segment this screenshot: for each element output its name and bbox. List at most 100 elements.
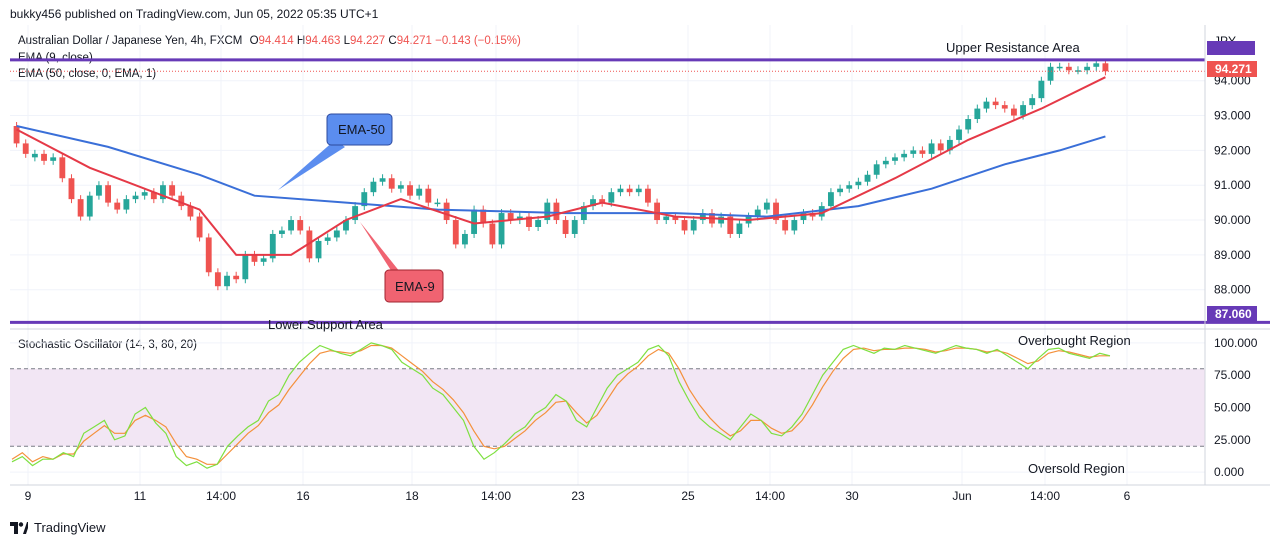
candle-body bbox=[278, 230, 285, 234]
candle-body bbox=[1093, 63, 1100, 67]
candle-body bbox=[956, 129, 962, 140]
candle-body bbox=[1029, 98, 1036, 106]
stochastic-legend[interactable]: Stochastic Oscillator (14, 3, 80, 20) bbox=[18, 339, 197, 351]
tradingview-footer[interactable]: TradingView bbox=[10, 520, 106, 535]
candle-body bbox=[882, 160, 889, 165]
time-tick-label: 16 bbox=[296, 489, 310, 503]
stochastic-axis: 0.000 25.000 50.000 75.000 100.000 bbox=[1214, 336, 1258, 479]
candle-body bbox=[132, 195, 139, 200]
candle-body bbox=[571, 220, 578, 234]
candle-body bbox=[1065, 66, 1072, 71]
candle-body bbox=[397, 185, 404, 189]
last-price-badge bbox=[1207, 61, 1257, 77]
ema9-callout-pointer bbox=[360, 222, 400, 272]
candle-body bbox=[1038, 80, 1045, 99]
candle-body bbox=[370, 181, 377, 193]
candle-body bbox=[361, 192, 368, 207]
symbol-info-row: Australian Dollar / Japanese Yen, 4h, FX… bbox=[18, 35, 521, 47]
candle-body bbox=[626, 188, 633, 193]
candle-body bbox=[480, 209, 487, 224]
open-value: 94.414 bbox=[258, 35, 294, 47]
time-tick-label: 30 bbox=[845, 489, 859, 503]
candle-body bbox=[553, 202, 560, 221]
candle-body bbox=[736, 223, 743, 234]
time-tick-label: 14:00 bbox=[755, 489, 785, 503]
candle-body bbox=[672, 216, 679, 221]
candle-body bbox=[617, 188, 624, 193]
candle-body bbox=[901, 153, 908, 158]
candle-body bbox=[68, 178, 75, 200]
candle-body bbox=[114, 202, 121, 210]
publisher-line: bukky456 published on TradingView.com, J… bbox=[10, 7, 379, 21]
candle-body bbox=[937, 143, 944, 151]
candle-body bbox=[1020, 105, 1027, 116]
candle-body bbox=[205, 237, 212, 273]
candle-body bbox=[443, 202, 450, 221]
stochastic-tick-label: 25.000 bbox=[1214, 433, 1251, 447]
candle-body bbox=[315, 240, 322, 259]
ohlc-values: O94.414 H94.463 L94.227 C94.271 −0.143 (… bbox=[250, 35, 521, 47]
candle-body bbox=[288, 220, 295, 231]
stochastic-d-line bbox=[11, 344, 1110, 465]
candle-body bbox=[1084, 66, 1091, 71]
candle-body bbox=[178, 195, 185, 207]
high-label: H bbox=[296, 35, 306, 47]
support-price-badge bbox=[1207, 306, 1257, 322]
candle-body bbox=[919, 150, 926, 154]
price-tick-label: 90.000 bbox=[1214, 213, 1251, 227]
candle-body bbox=[95, 185, 102, 196]
price-tick-label: 93.000 bbox=[1214, 109, 1251, 123]
price-tick-label: 91.000 bbox=[1214, 178, 1251, 192]
candle-body bbox=[77, 199, 84, 217]
candle-body bbox=[635, 188, 642, 193]
candle-body bbox=[773, 202, 779, 221]
support-price-text: 87.060 bbox=[1215, 307, 1252, 321]
candle-body bbox=[1001, 105, 1008, 109]
candle-body bbox=[791, 220, 798, 231]
ema50-callout-box bbox=[326, 113, 393, 146]
candle-body bbox=[526, 216, 532, 227]
candle-body bbox=[663, 216, 670, 221]
candle-body bbox=[644, 188, 651, 203]
ema50-line bbox=[16, 125, 1106, 218]
overbought-label: Overbought Region bbox=[1018, 333, 1131, 348]
candle-body bbox=[763, 202, 770, 210]
candle-body bbox=[1047, 66, 1054, 81]
candle-body bbox=[782, 220, 789, 231]
candle-body bbox=[141, 192, 148, 196]
close-value: 94.271 bbox=[396, 35, 432, 47]
candle-body bbox=[507, 213, 514, 221]
symbol-name[interactable]: Australian Dollar / Japanese Yen, 4h, FX… bbox=[18, 35, 243, 47]
candle-body bbox=[544, 202, 551, 221]
candle-body bbox=[343, 220, 349, 231]
candle-body bbox=[983, 101, 990, 109]
ema9-callout-text: EMA-9 bbox=[395, 279, 435, 294]
candle-body bbox=[562, 220, 569, 234]
ema50-callout-text: EMA-50 bbox=[338, 122, 385, 137]
upper-resistance-label: Upper Resistance Area bbox=[946, 40, 1080, 55]
candle-body bbox=[608, 192, 615, 203]
candle-body bbox=[59, 157, 66, 179]
candle-body bbox=[471, 209, 478, 234]
low-label: L bbox=[343, 35, 351, 47]
candle-body bbox=[718, 216, 725, 224]
candle-body bbox=[333, 230, 340, 238]
candle-body bbox=[407, 185, 413, 196]
candle-body bbox=[1075, 70, 1081, 72]
candle-body bbox=[160, 185, 166, 200]
candle-body bbox=[864, 174, 871, 182]
candle-body bbox=[416, 188, 423, 196]
candle-body bbox=[965, 119, 972, 130]
candle-body bbox=[1102, 63, 1109, 72]
candle-body bbox=[754, 209, 761, 217]
time-tick-label: 23 bbox=[571, 489, 585, 503]
candle-body bbox=[800, 213, 807, 221]
candle-body bbox=[150, 192, 157, 200]
candle-body bbox=[251, 254, 258, 262]
candle-body bbox=[434, 202, 441, 205]
candle-body bbox=[86, 195, 93, 217]
candle-body bbox=[535, 220, 542, 227]
candle-body bbox=[452, 220, 459, 245]
candle-body bbox=[910, 150, 917, 154]
